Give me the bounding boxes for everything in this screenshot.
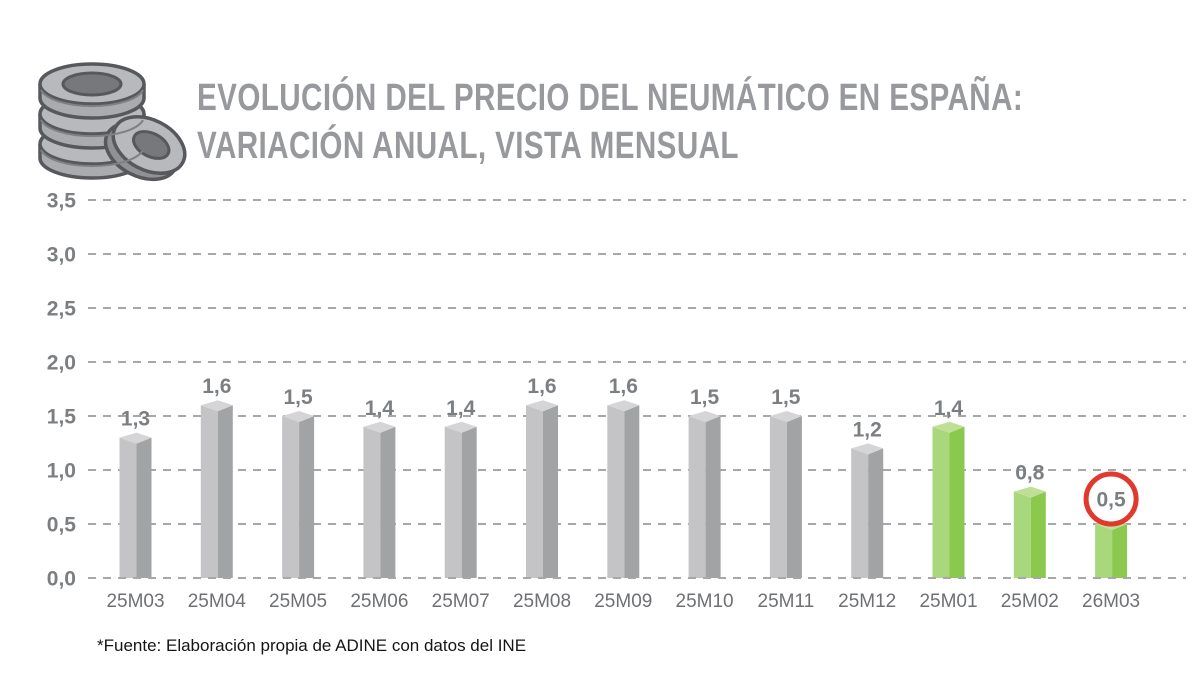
x-tick-label-25M02: 25M02 [1001,591,1059,612]
bar-25M09-top-face [607,400,640,412]
bar-25M05-top-face [282,411,315,422]
value-label-25M06: 1,4 [365,397,395,420]
source-note: *Fuente: Elaboración propia de ADINE con… [97,636,527,655]
bar-25M07-left-face [444,426,462,578]
bar-25M02-left-face [1013,491,1031,578]
x-tick-label-25M04: 25M04 [188,591,247,612]
x-tick-label-25M12: 25M12 [838,591,896,612]
bar-25M10-right-face [705,416,721,578]
bar-25M12-right-face [868,448,884,578]
bar-25M07-right-face [461,426,477,578]
y-tick-label: 2,5 [47,298,77,321]
tires-stack-icon [38,62,187,182]
y-tick-label: 0,5 [47,514,77,537]
bar-25M07-top-face [444,421,477,433]
x-tick-label-25M10: 25M10 [676,591,734,612]
bar-25M10-top-face [688,411,721,422]
highlight-circle [1083,471,1139,527]
bar-25M02-top-face [1013,486,1046,498]
y-tick-label: 3,5 [47,190,77,213]
bar-25M11-top-face [769,411,802,422]
y-tick-label: 1,0 [47,460,76,483]
x-tick-label-25M11: 25M11 [758,591,815,612]
bar-25M05-right-face [299,416,315,578]
y-tick-label: 1,5 [47,406,77,429]
bar-25M08-left-face [526,405,543,578]
bar-25M04-left-face [200,405,218,578]
value-label-25M04: 1,6 [202,375,231,398]
bar-25M08-top-face [526,400,558,412]
value-label-25M07: 1,4 [446,397,476,420]
value-label-25M08: 1,6 [527,375,556,398]
bar-25M12-left-face [851,448,869,578]
x-tick-label-26M03: 26M03 [1082,591,1140,612]
bar-25M05-left-face [282,416,300,578]
x-tick-label-25M05: 25M05 [269,591,327,612]
value-label-25M05: 1,5 [283,386,313,409]
y-tick-label: 3,0 [47,244,76,267]
x-tick-label-25M06: 25M06 [350,591,408,612]
bar-25M08-right-face [543,405,558,578]
value-label-26M03: 0,5 [1096,489,1126,512]
bar-25M03-right-face [136,437,152,578]
bar-25M11-right-face [786,416,802,578]
value-label-25M12: 1,2 [853,418,882,441]
bar-25M09-left-face [607,405,625,578]
bar-25M10-left-face [688,416,706,578]
x-tick-label-25M08: 25M08 [513,591,571,612]
value-label-25M03: 1,3 [121,408,150,431]
value-label-25M01: 1,4 [934,397,964,420]
bar-25M01-left-face [932,426,950,578]
bar-25M11-left-face [769,416,787,578]
value-label-25M09: 1,6 [609,375,638,398]
chart-title: EVOLUCIÓN DEL PRECIO DEL NEUMÁTICO EN ES… [197,74,1200,170]
y-tick-label: 0,0 [47,568,76,591]
bar-25M01-top-face [932,421,965,433]
value-label-25M11: 1,5 [771,386,801,409]
bar-25M06-left-face [363,426,381,578]
bar-25M03-left-face [119,437,137,578]
x-tick-label-25M07: 25M07 [432,591,490,612]
x-tick-label-25M03: 25M03 [106,591,164,612]
y-tick-label: 2,0 [47,352,76,375]
bar-25M06-right-face [380,426,396,578]
bar-25M06-top-face [363,421,396,433]
chart-title-line2: VARIACIÓN ANUAL, VISTA MENSUAL [197,125,739,167]
bar-25M04-right-face [217,405,233,578]
x-tick-label-25M01: 25M01 [919,591,977,612]
x-tick-label-25M09: 25M09 [594,591,652,612]
bar-25M01-right-face [949,426,965,578]
value-label-25M10: 1,5 [690,386,720,409]
bar-25M04-top-face [200,400,233,412]
bar-25M12-top-face [851,443,884,455]
bar-25M03-top-face [119,432,152,444]
bar-26M03-right-face [1112,524,1128,578]
chart-title-line1: EVOLUCIÓN DEL PRECIO DEL NEUMÁTICO EN ES… [197,77,1024,119]
value-label-25M02: 0,8 [1015,462,1045,485]
bar-25M02-right-face [1030,491,1046,578]
bar-26M03-left-face [1095,524,1113,578]
bar-25M09-right-face [624,405,640,578]
